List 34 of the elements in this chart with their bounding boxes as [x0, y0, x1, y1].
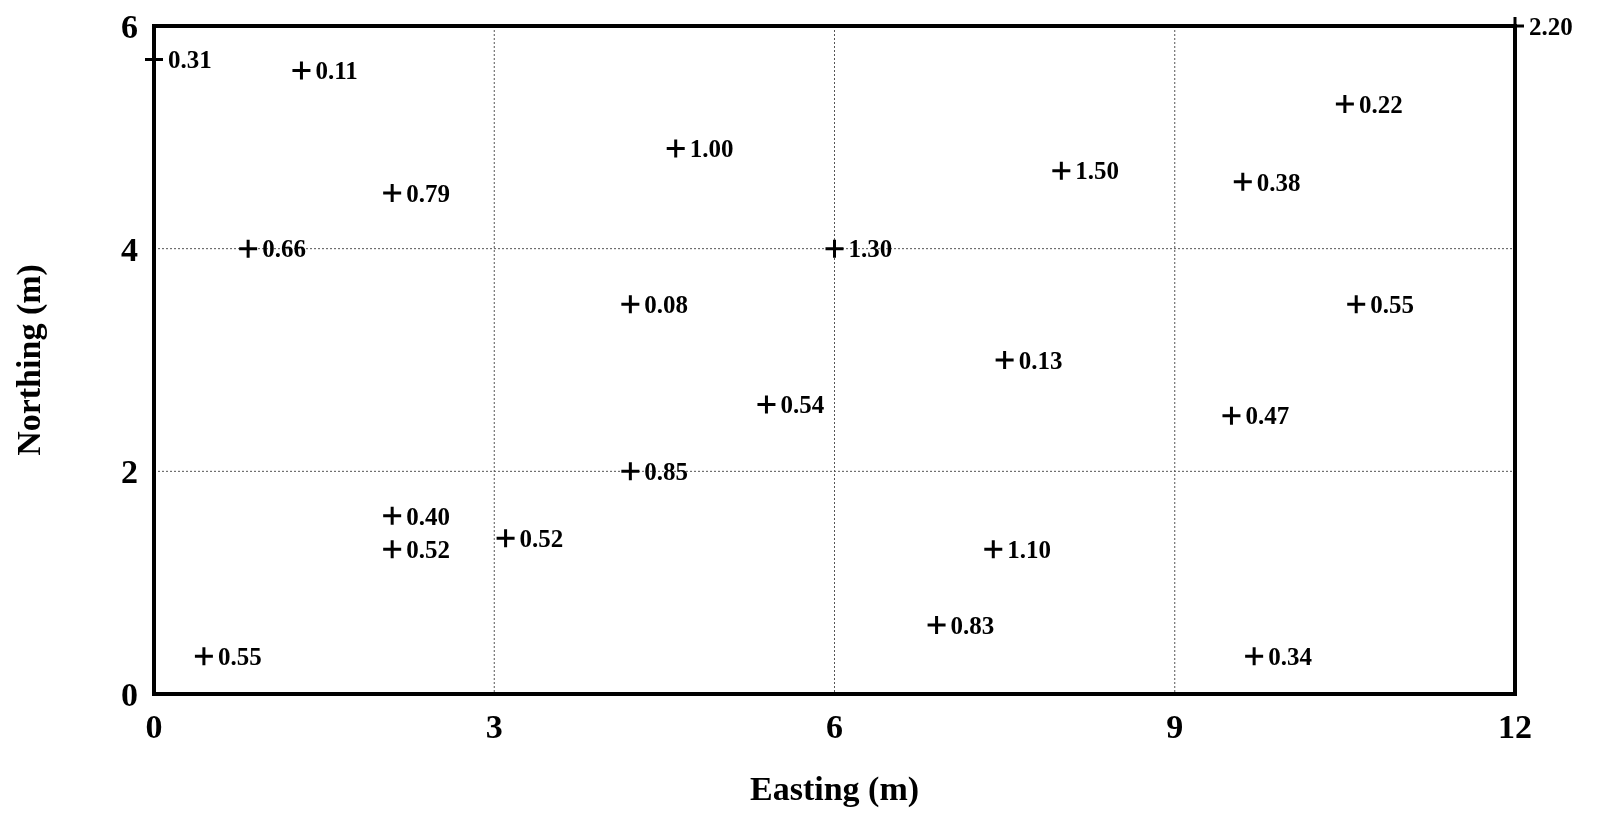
- x-tick-label: 6: [826, 708, 843, 746]
- x-tick-label: 3: [485, 708, 503, 746]
- x-tick-label: 0: [145, 708, 163, 746]
- annotation: 1.00: [689, 135, 734, 163]
- y-tick-label: 2: [121, 453, 138, 491]
- annotation: 1.30: [848, 235, 893, 263]
- annotation: 0.83: [950, 611, 995, 639]
- annotation: 0.22: [1358, 90, 1403, 118]
- annotation: 0.66: [262, 235, 306, 263]
- x-tick-label: 12: [1498, 708, 1532, 746]
- annotation: 0.55: [217, 642, 262, 670]
- annotation: 1.10: [1007, 536, 1052, 564]
- annotation: 0.55: [1370, 291, 1414, 319]
- y-tick-label: 6: [121, 8, 138, 46]
- annotation: 0.34: [1268, 642, 1313, 670]
- annotation: 0.40: [406, 502, 450, 530]
- annotation: 0.85: [644, 458, 689, 486]
- y-tick-label: 0: [121, 676, 138, 714]
- annotation: 0.13: [1018, 346, 1063, 374]
- annotation: 0.52: [519, 524, 564, 552]
- annotation: 1.50: [1075, 157, 1120, 185]
- x-tick-label: 9: [1166, 708, 1184, 746]
- annotation: 0.38: [1256, 168, 1301, 196]
- annotation: 0.31: [168, 46, 212, 74]
- y-tick-label: 4: [121, 230, 138, 268]
- annotation: 0.47: [1245, 402, 1290, 430]
- y-axis-title: Northing (m): [10, 264, 49, 456]
- annotation: 0.79: [406, 179, 450, 207]
- annotation: 0.08: [644, 291, 689, 319]
- annotation: 0.52: [406, 536, 450, 564]
- x-axis-title: Easting (m): [749, 770, 920, 808]
- annotation: 0.11: [315, 57, 358, 85]
- annotation: 2.20: [1529, 12, 1573, 40]
- annotation: 0.54: [780, 391, 825, 419]
